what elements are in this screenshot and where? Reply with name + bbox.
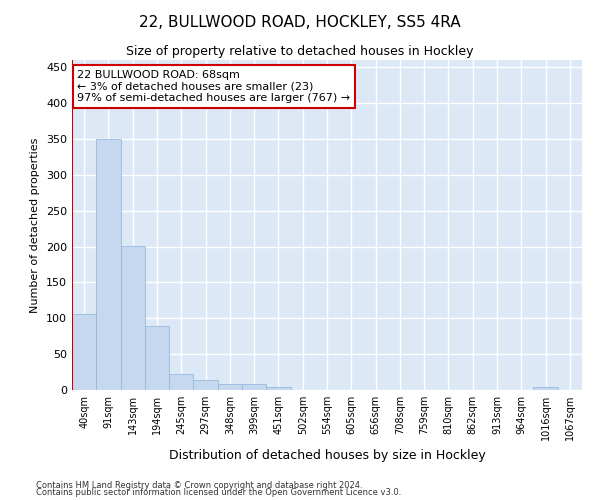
Bar [169,374,193,390]
Y-axis label: Number of detached properties: Number of detached properties [31,138,40,312]
Text: 22 BULLWOOD ROAD: 68sqm
← 3% of detached houses are smaller (23)
97% of semi-det: 22 BULLWOOD ROAD: 68sqm ← 3% of detached… [77,70,350,103]
Bar [96,139,121,390]
Text: 22, BULLWOOD ROAD, HOCKLEY, SS5 4RA: 22, BULLWOOD ROAD, HOCKLEY, SS5 4RA [139,15,461,30]
Text: Contains public sector information licensed under the Open Government Licence v3: Contains public sector information licen… [36,488,401,497]
Text: Contains HM Land Registry data © Crown copyright and database right 2024.: Contains HM Land Registry data © Crown c… [36,480,362,490]
Bar [193,380,218,390]
Bar [242,384,266,390]
Text: Size of property relative to detached houses in Hockley: Size of property relative to detached ho… [126,45,474,58]
Bar [145,326,169,390]
Bar [218,384,242,390]
Bar [72,314,96,390]
X-axis label: Distribution of detached houses by size in Hockley: Distribution of detached houses by size … [169,448,485,462]
Bar [266,387,290,390]
Bar [121,246,145,390]
Bar [533,387,558,390]
